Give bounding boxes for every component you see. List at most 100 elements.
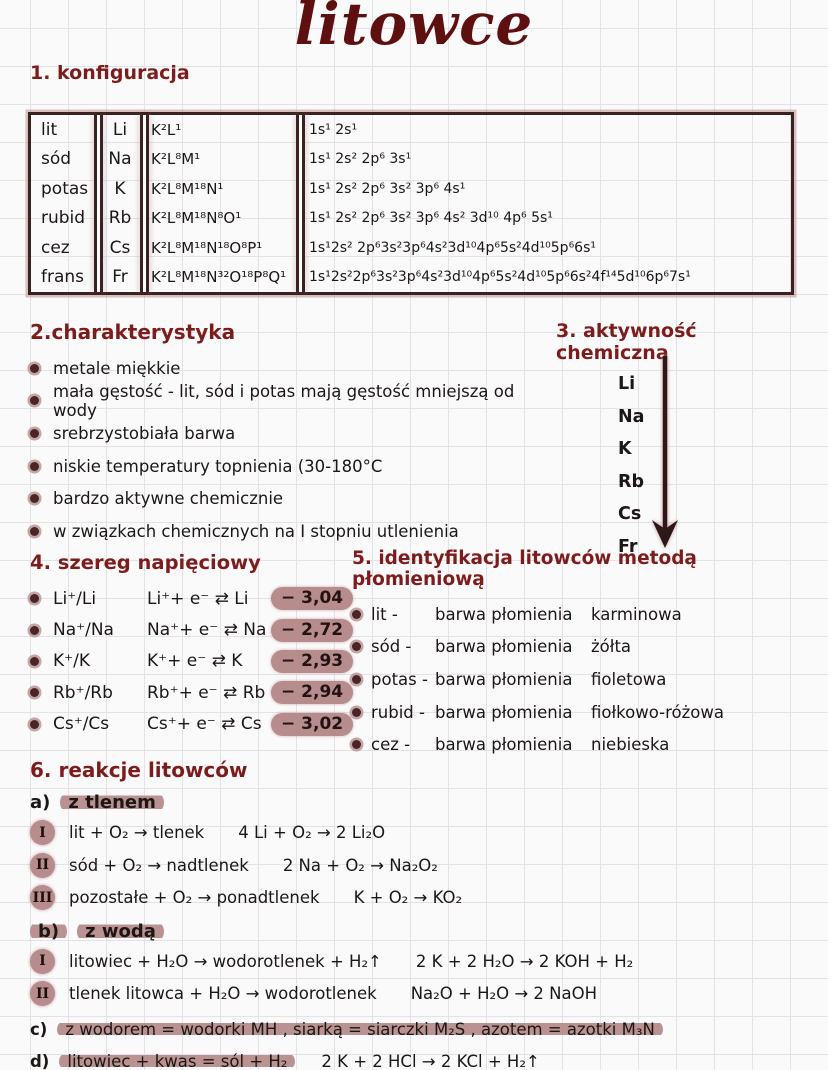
subsection-title-highlighted: z wodą [77,920,164,942]
potential-value: − 3,02 [271,712,354,736]
list-item-label: metale miękkie [53,358,181,378]
bullet-icon [30,526,39,536]
electron-configuration: 1s¹ 2s² 2p⁶ 3s² 3p⁶ 4s² 3d¹⁰ 4p⁶ 5s¹ [309,210,553,227]
subsection-a-title: a) z tlenem [30,792,810,813]
table-row: cez Cs K²L⁸M¹⁸N¹⁸O⁸P¹ 1s¹2s² 2p⁶3s²3p⁶4s… [31,233,791,263]
section-reakcje: 6. reakcje litowców a) z tlenem I lit + … [30,758,810,1070]
element-label: Na [618,406,645,427]
element-name: frans [41,267,85,288]
element-symbol: K [114,178,126,199]
element-label: Cs [618,504,642,525]
roman-numeral-badge: II [30,852,55,878]
flame-element: cez - [371,735,411,755]
electron-configuration: 1s¹ 2s² 2p⁶ 3s¹ [309,151,412,168]
potential-value: − 2,94 [271,681,354,705]
flame-element: rubid - [371,702,425,722]
shell-configuration: K²L⁸M¹⁸N³²O¹⁸P⁸Q¹ [151,268,287,287]
reaction-description: litowiec + H₂O → wodorotlenek + H₂↑ [69,951,382,971]
bullet-icon [30,625,39,635]
reaction-equation: 2 K + 2 H₂O → 2 KOH + H₂ [415,951,634,971]
flame-label: barwa płomienia [435,604,573,624]
list-item: Rb⁺/Rb Rb⁺+ e⁻ ⇄ Rb − 2,94 [30,677,360,708]
subsection-letter: c) [30,1019,48,1039]
element-label: Rb [618,471,645,492]
reaction-row: I litowiec + H₂O → wodorotlenek + H₂↑ 2 … [30,948,810,974]
list-item: Li⁺/Li Li⁺+ e⁻ ⇄ Li − 3,04 [30,583,360,614]
flame-color: fioletowa [591,669,667,689]
reaction-equation: 2 K + 2 HCl → 2 KCl + H₂↑ [321,1051,540,1070]
table-row: rubid Rb K²L⁸M¹⁸N⁸O¹ 1s¹ 2s² 2p⁶ 3s² 3p⁶… [31,204,791,234]
half-reaction: Cs⁺+ e⁻ ⇄ Cs [147,714,262,735]
list-item-label: w związkach chemicznych na I stopniu utl… [53,521,459,541]
element-symbol: Cs [109,237,131,258]
list-item-label: srebrzystobiała barwa [53,423,236,443]
flame-label: barwa płomienia [435,637,573,657]
element-name: potas [41,178,89,199]
page-title: litowce [294,0,534,58]
flame-color: fiołkowo-różowa [591,702,724,722]
subsection-d-line: d) litowiec + kwas = sól + H₂ 2 K + 2 HC… [30,1051,810,1070]
section-identyfikacja: 5. identyfikacja litowców metodą płomien… [352,548,822,761]
electron-configuration: 1s¹ 2s¹ [309,121,358,138]
roman-numeral-badge: II [30,981,55,1006]
list-item: mała gęstość - lit, sód i potas mają gęs… [30,381,560,420]
potential-value: − 2,93 [271,649,354,673]
element-label: Fr [618,536,638,557]
bullet-icon [30,461,39,471]
subsection-letter: a) [30,792,51,813]
subsection-title-highlighted: z wodorem = wodorki MH , siarką = siarcz… [57,1019,663,1039]
table-row: frans Fr K²L⁸M¹⁸N³²O¹⁸P⁸Q¹ 1s¹2s²2p⁶3s²3… [31,263,791,293]
shell-configuration: K²L⁸M¹⁸N⁸O¹ [151,209,242,228]
subsection-title-highlighted: z tlenem [60,792,164,813]
shell-configuration: K²L¹ [151,120,182,139]
table-column-divider [97,115,100,292]
list-item-label: mała gęstość - lit, sód i potas mają gęs… [53,381,515,420]
reaction-description: tlenek litowca + H₂O → wodorotlenek [69,984,377,1003]
electron-configuration: 1s¹2s²2p⁶3s²3p⁶4s²3d¹⁰4p⁶5s²4d¹⁰5p⁶6s²4f… [309,269,691,286]
configuration-table: lit Li K²L¹ 1s¹ 2s¹ sód Na K²L⁸M¹ 1s¹ 2s… [28,112,794,295]
subsection-c-line: c) z wodorem = wodorki MH , siarką = sia… [30,1019,810,1039]
bullet-icon [30,719,39,729]
roman-numeral-badge: III [30,885,55,910]
bullet-icon [352,740,361,750]
reaction-equation: Na₂O + H₂O → 2 NaOH [410,984,598,1003]
bullet-icon [352,707,361,717]
half-reaction: Na⁺+ e⁻ ⇄ Na [147,620,267,641]
element-symbol: Li [112,119,128,140]
flame-label: barwa płomienia [435,735,573,755]
bullet-icon [30,688,39,698]
bullet-icon [30,396,39,406]
element-symbol: Na [108,149,132,170]
redox-couple: Rb⁺/Rb [53,682,113,703]
heading-aktywnosc: 3. aktywność chemiczna [556,320,697,364]
section-charakterystyka: 2.charakterystyka metale miękkie mała gę… [30,320,560,548]
element-label: K [618,439,632,460]
element-name: cez [41,237,70,258]
reaction-row: III pozostałe + O₂ → ponadtlenek K + O₂ … [30,885,810,911]
roman-numeral-badge: I [30,948,55,974]
bullet-icon [30,656,39,666]
redox-couple: Na⁺/Na [53,620,114,641]
list-item: potas - barwa płomienia fioletowa [352,663,822,696]
heading-konfiguracja: 1. konfiguracja [30,62,190,84]
list-item: bardzo aktywne chemicznie [30,482,560,515]
element-symbol: Fr [112,267,128,288]
redox-couple: Li⁺/Li [53,588,97,609]
list-item-label: bardzo aktywne chemicznie [53,489,284,509]
heading-reakcje: 6. reakcje litowców [30,758,248,782]
section-aktywnosc-chemiczna: 3. aktywność chemiczna Li Na K Rb Cs Fr [556,320,806,570]
arrow-down-icon [652,356,678,548]
configuration-table-rows: lit Li K²L¹ 1s¹ 2s¹ sód Na K²L⁸M¹ 1s¹ 2s… [31,115,791,292]
bullet-icon [352,609,361,619]
heading-charakterystyka: 2.charakterystyka [30,320,236,344]
subsection-letter: d) [30,1051,50,1070]
flame-color: karminowa [591,604,682,624]
bullet-icon [30,494,39,504]
element-symbol: Rb [108,208,132,229]
element-name: rubid [41,208,86,229]
bullet-icon [30,428,39,438]
heading-szereg: 4. szereg napięciowy [30,551,261,574]
shell-configuration: K²L⁸M¹ [151,150,201,169]
electron-configuration: 1s¹2s² 2p⁶3s²3p⁶4s²3d¹⁰4p⁶5s²4d¹⁰5p⁶6s¹ [309,239,596,256]
list-item: K⁺/K K⁺+ e⁻ ⇄ K − 2,93 [30,646,360,677]
